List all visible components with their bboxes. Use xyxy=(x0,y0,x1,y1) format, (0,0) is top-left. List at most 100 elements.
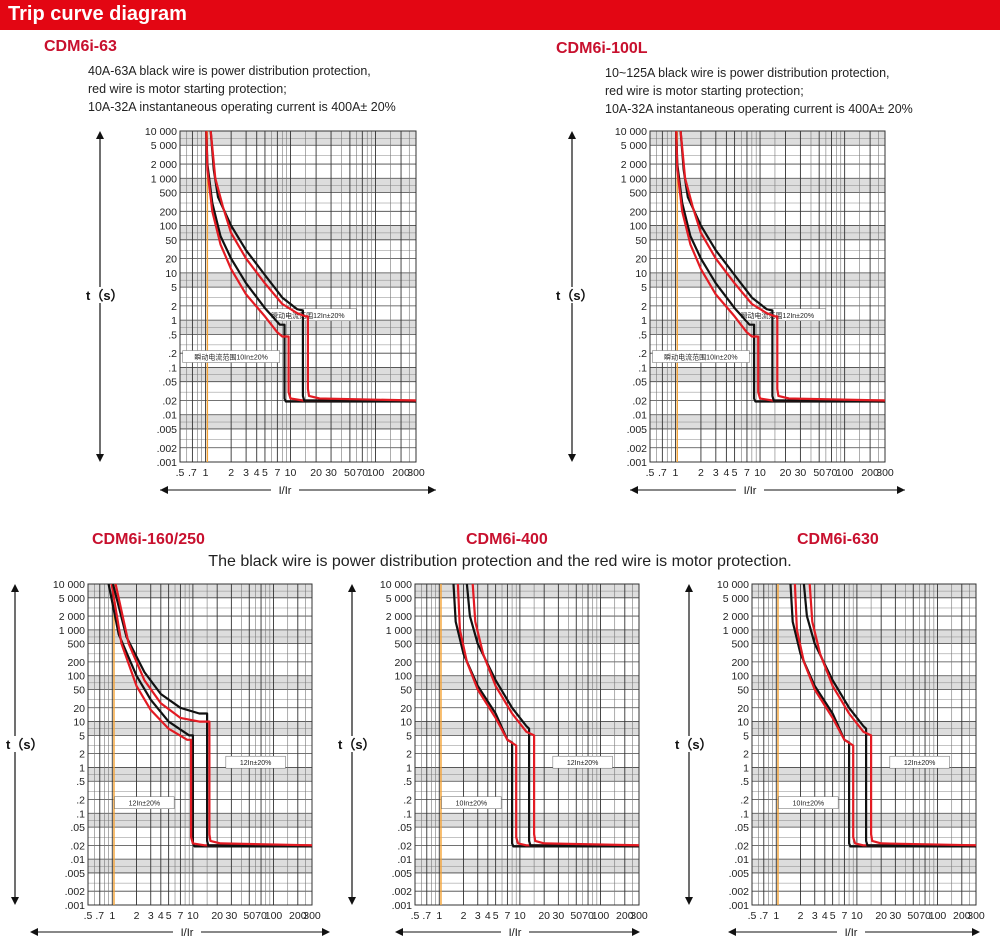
curve-black-upper xyxy=(465,583,640,848)
x-tick-label: 3 xyxy=(243,467,249,479)
y-tick-label: .05 xyxy=(397,822,412,834)
y-axis-label: t（s） xyxy=(675,737,713,752)
y-tick-label: 20 xyxy=(165,254,177,266)
plot-frame xyxy=(414,583,640,906)
x-tick-label: 10 xyxy=(851,910,863,922)
x-tick-label: 300 xyxy=(876,467,894,479)
y-tick-label: .5 xyxy=(76,776,85,788)
y-tick-label: .05 xyxy=(734,822,749,834)
x-tick-label: 30 xyxy=(890,910,902,922)
x-tick-label: 50 xyxy=(570,910,582,922)
y-tick-label: 5 xyxy=(743,730,749,742)
x-axis-arrow-head xyxy=(632,928,640,936)
x-tick-label: 1 xyxy=(436,910,442,922)
y-tick-label: 2 xyxy=(641,301,647,313)
annotation-label: 瞬动电流范围10In±20% xyxy=(664,353,737,362)
x-axis-arrow-head xyxy=(30,928,38,936)
y-tick-label: 2 000 xyxy=(151,159,177,171)
y-tick-label: 10 xyxy=(400,717,412,729)
x-tick-label: 7 xyxy=(744,467,750,479)
y-tick-label: .1 xyxy=(168,362,177,374)
x-tick-label: .5 xyxy=(646,467,655,479)
annotation-box xyxy=(441,796,502,809)
y-tick-label: 50 xyxy=(165,235,177,247)
y-tick-label: 20 xyxy=(400,703,412,715)
curve-red-upper xyxy=(209,130,417,402)
curve-black-upper xyxy=(802,583,977,848)
x-tick-label: .5 xyxy=(176,467,185,479)
annotation-box xyxy=(182,350,280,363)
curve-black-upper xyxy=(679,130,886,403)
y-tick-label: 10 000 xyxy=(717,579,749,591)
y-tick-label: 1 xyxy=(79,762,85,774)
annotation-box xyxy=(652,350,750,363)
description-cdm6i-63: 40A-63A black wire is power distribution… xyxy=(88,62,396,116)
x-tick-label: 4 xyxy=(485,910,491,922)
x-tick-label: 300 xyxy=(630,910,648,922)
y-tick-label: 10 xyxy=(165,268,177,280)
y-tick-label: .005 xyxy=(729,868,750,880)
annotation-label: 12In±20% xyxy=(567,760,598,767)
y-tick-label: .001 xyxy=(627,457,648,469)
x-tick-label: 1 xyxy=(773,910,779,922)
y-tick-label: .005 xyxy=(392,868,413,880)
x-tick-label: 70 xyxy=(919,910,931,922)
y-axis-label: t（s） xyxy=(6,737,44,752)
y-tick-label: 5 xyxy=(641,282,647,294)
x-tick-label: .5 xyxy=(748,910,757,922)
x-tick-label: 100 xyxy=(367,467,385,479)
y-tick-label: .1 xyxy=(740,808,749,820)
y-tick-label: 10 xyxy=(73,717,85,729)
y-tick-label: .05 xyxy=(70,822,85,834)
model-title-cdm6i-63: CDM6i-63 xyxy=(44,38,117,55)
x-tick-label: 1 xyxy=(109,910,115,922)
x-tick-label: 20 xyxy=(780,467,792,479)
y-tick-label: 500 xyxy=(629,188,647,200)
y-tick-label: 1 000 xyxy=(621,173,647,185)
x-axis-arrow-head xyxy=(428,486,436,494)
y-tick-label: 2 xyxy=(406,749,412,761)
x-tick-label: 70 xyxy=(582,910,594,922)
curve-red-lower xyxy=(675,130,885,402)
y-tick-label: 1 000 xyxy=(151,173,177,185)
x-label-backing xyxy=(736,483,764,497)
y-tick-label: .2 xyxy=(403,794,412,806)
x-axis-arrow-head xyxy=(395,928,403,936)
y-tick-label: 20 xyxy=(73,703,85,715)
y-label-backing xyxy=(553,287,593,303)
y-tick-label: .2 xyxy=(168,348,177,360)
x-tick-label: 4 xyxy=(254,467,260,479)
annotation-box xyxy=(225,755,286,769)
y-label-backing xyxy=(3,736,43,752)
y-tick-label: 2 xyxy=(171,301,177,313)
x-axis-arrow-head xyxy=(897,486,905,494)
x-tick-label: 10 xyxy=(754,467,766,479)
x-tick-label: 70 xyxy=(826,467,838,479)
x-tick-label: 4 xyxy=(822,910,828,922)
model-title-cdm6i-630: CDM6i-630 xyxy=(797,531,879,548)
y-axis-arrow-head xyxy=(11,897,19,905)
model-title-cdm6i-100l: CDM6i-100L xyxy=(556,40,648,57)
y-tick-label: .1 xyxy=(638,362,647,374)
y-tick-label: .5 xyxy=(403,776,412,788)
y-tick-label: 10 000 xyxy=(145,126,177,138)
x-tick-label: 7 xyxy=(274,467,280,479)
x-tick-label: 50 xyxy=(344,467,356,479)
y-tick-label: .02 xyxy=(397,840,412,852)
x-tick-label: 7 xyxy=(177,910,183,922)
x-tick-label: 2 xyxy=(698,467,704,479)
y-tick-label: .001 xyxy=(392,900,413,912)
curve-red-upper xyxy=(679,130,886,402)
x-tick-label: 1 xyxy=(673,467,679,479)
y-tick-label: 1 xyxy=(641,315,647,327)
y-label-backing xyxy=(672,736,712,752)
x-tick-label: 200 xyxy=(616,910,634,922)
y-axis-arrow-head xyxy=(96,454,104,462)
y-tick-label: 5 000 xyxy=(59,593,85,605)
x-axis-arrow-head xyxy=(322,928,330,936)
x-tick-label: 20 xyxy=(538,910,550,922)
x-label-backing xyxy=(501,925,529,939)
